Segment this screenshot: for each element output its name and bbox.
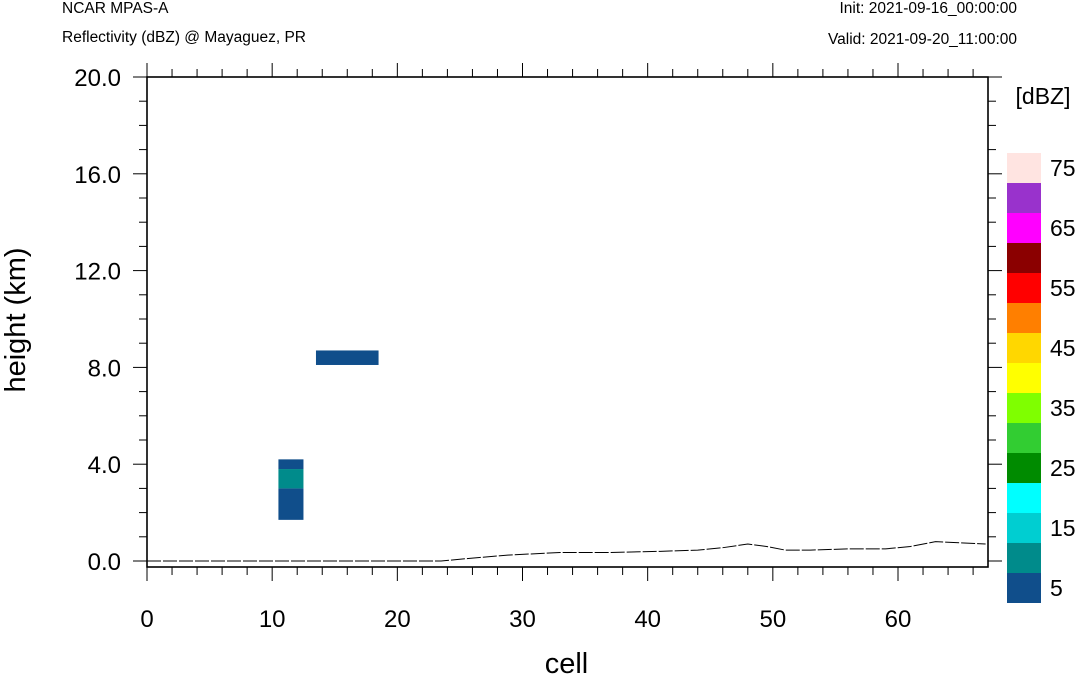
x-tick-label: 50	[759, 606, 786, 633]
y-tick-label: 16.0	[74, 162, 121, 189]
valid-time: Valid: 2021-09-20_11:00:00	[827, 31, 1017, 48]
colorbar-swatch	[1007, 573, 1041, 603]
colorbar-swatch	[1007, 513, 1041, 543]
y-tick-label: 12.0	[74, 259, 121, 286]
y-tick-label: 0.0	[88, 549, 121, 576]
y-tick-label: 8.0	[88, 355, 121, 382]
x-tick-label: 60	[885, 606, 912, 633]
colorbar-label: 5	[1050, 575, 1063, 601]
reflectivity-cell	[278, 488, 304, 520]
chart-subtitle: Reflectivity (dBZ) @ Mayaguez, PR	[62, 29, 306, 46]
colorbar-swatch	[1007, 393, 1041, 423]
colorbar-swatch	[1007, 453, 1041, 483]
plot-frame	[146, 76, 989, 568]
x-tick-label: 40	[634, 606, 661, 633]
y-axis-label: height (km)	[0, 247, 32, 392]
x-tick-label: 0	[140, 606, 153, 633]
colorbar-label: 75	[1050, 155, 1076, 181]
reflectivity-cell	[278, 459, 304, 470]
colorbar-swatch	[1007, 183, 1041, 213]
colorbar-label: 25	[1050, 455, 1076, 481]
colorbar-swatch	[1007, 213, 1041, 243]
y-tick-label: 4.0	[88, 452, 121, 479]
colorbar-units: [dBZ]	[1016, 83, 1071, 109]
colorbar-swatch	[1007, 423, 1041, 453]
terrain-line	[147, 541, 986, 562]
colorbar-swatch	[1007, 483, 1041, 513]
colorbar-label: 65	[1050, 215, 1076, 241]
colorbar-swatch	[1007, 303, 1041, 333]
init-time: Init: 2021-09-16_00:00:00	[839, 0, 1017, 17]
x-tick-label: 20	[384, 606, 411, 633]
x-tick-label: 30	[509, 606, 536, 633]
x-axis-label: cell	[545, 648, 589, 677]
colorbar-swatch	[1007, 243, 1041, 273]
x-tick-label: 10	[259, 606, 286, 633]
colorbar-swatch	[1007, 153, 1041, 183]
colorbar-label: 55	[1050, 275, 1076, 301]
colorbar-swatch	[1007, 273, 1041, 303]
reflectivity-cell	[315, 350, 379, 365]
reflectivity-cell	[278, 469, 304, 489]
colorbar-label: 35	[1050, 395, 1076, 421]
colorbar-swatch	[1007, 333, 1041, 363]
colorbar-swatch	[1007, 543, 1041, 573]
y-tick-label: 20.0	[74, 65, 121, 92]
colorbar-label: 45	[1050, 335, 1076, 361]
colorbar-label: 15	[1050, 515, 1076, 541]
colorbar-swatch	[1007, 363, 1041, 393]
model-title: NCAR MPAS-A	[62, 0, 169, 17]
